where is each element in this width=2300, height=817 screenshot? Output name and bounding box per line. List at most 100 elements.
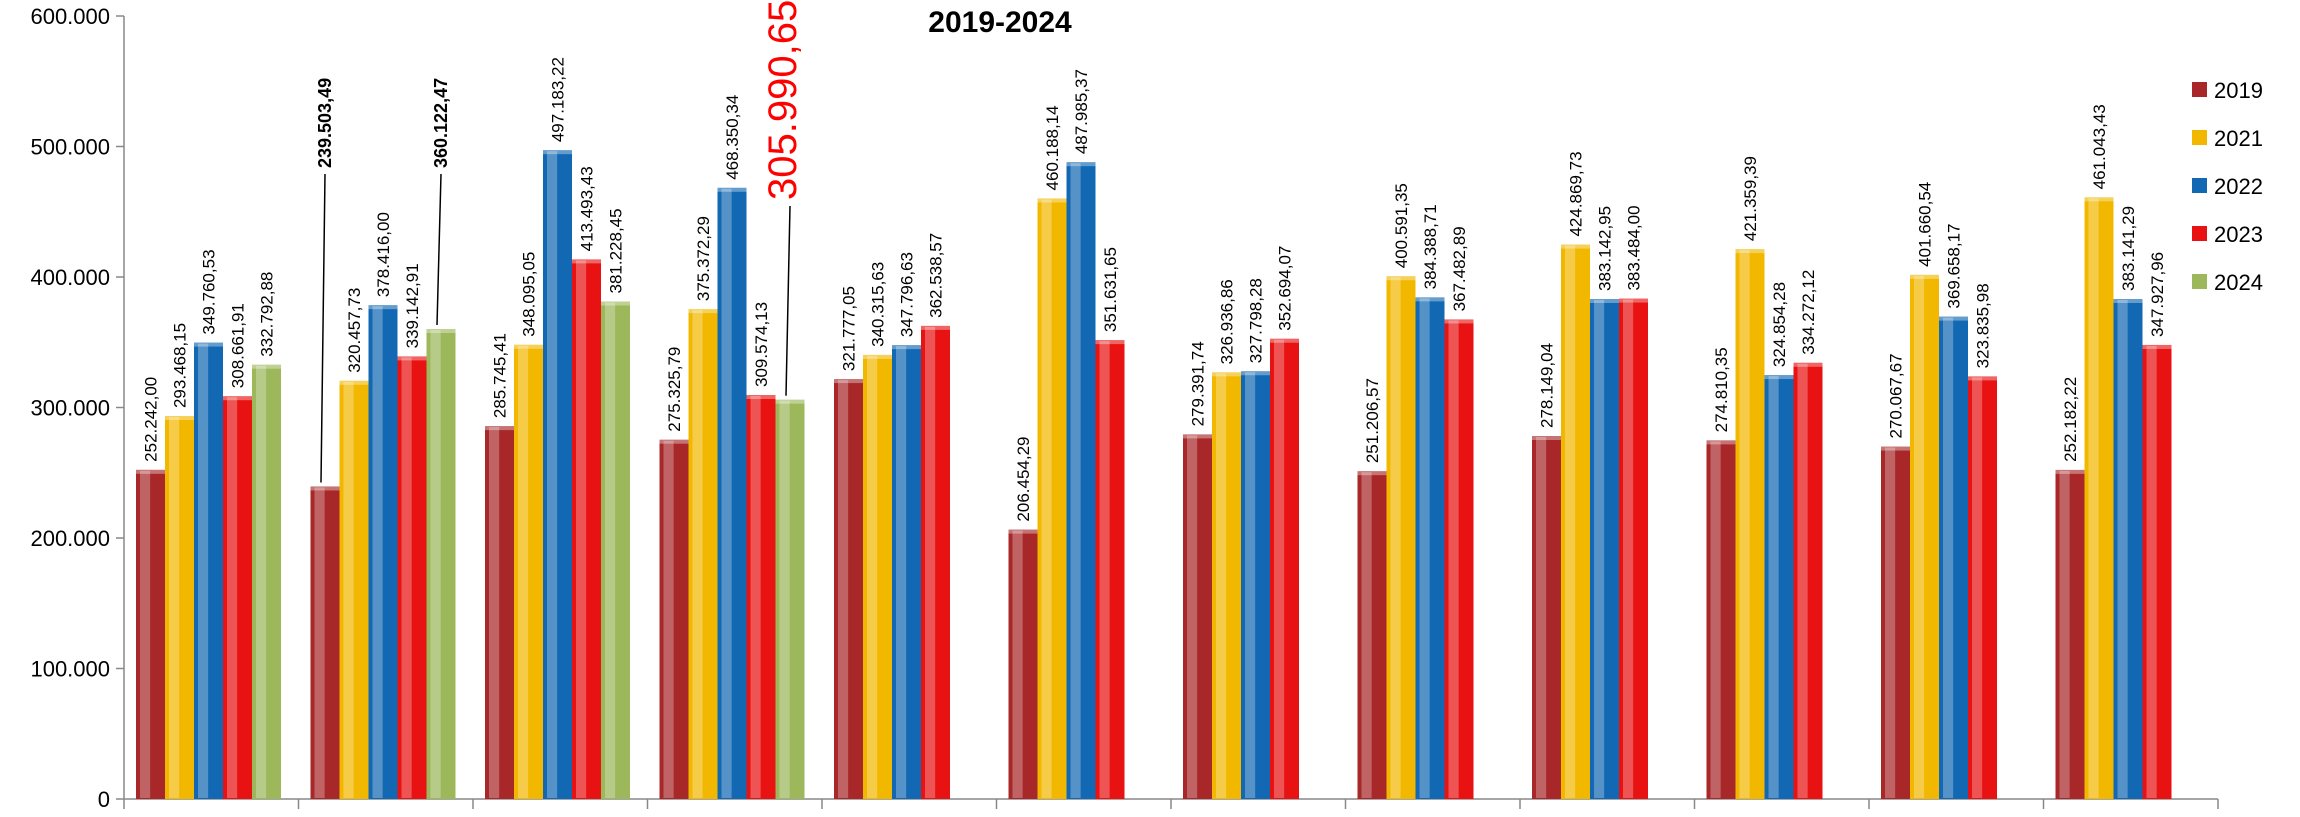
data-label-2023: 383.484,00 — [1625, 205, 1644, 290]
bar-2022 — [892, 345, 921, 799]
bar-highlight — [838, 380, 849, 798]
bar-top — [1706, 440, 1736, 445]
bar-top — [1008, 529, 1038, 534]
bar-highlight — [2059, 470, 2070, 798]
data-label-2021: 461.043,43 — [2090, 104, 2109, 189]
y-tick-label: 200.000 — [30, 526, 110, 551]
bar-2023 — [1270, 338, 1299, 799]
bar-highlight — [1070, 163, 1081, 799]
data-label-2024: 381.228,45 — [607, 208, 626, 293]
bar-highlight — [867, 355, 878, 798]
data-label-2023: 362.538,57 — [927, 233, 946, 318]
bar-highlight — [750, 396, 761, 798]
data-label-2023: 352.694,07 — [1276, 246, 1295, 331]
data-label-2021: 401.660,54 — [1916, 182, 1935, 267]
bar-top — [1037, 198, 1067, 203]
bar-2022 — [1066, 162, 1096, 800]
y-tick-label: 400.000 — [30, 265, 110, 290]
bar-top — [1212, 372, 1241, 377]
bar-highlight — [721, 188, 732, 799]
bar-highlight — [1972, 377, 1983, 798]
bar-top — [2084, 197, 2114, 202]
bar-top — [1095, 340, 1125, 345]
bar-2024 — [426, 329, 456, 799]
bar-top — [2142, 344, 2172, 349]
bar-highlight — [1419, 298, 1430, 798]
bar-top — [921, 325, 950, 330]
data-label-2022: 384.388,71 — [1421, 204, 1440, 289]
legend-label-2024: 2024 — [2214, 270, 2263, 295]
bar-top — [514, 344, 543, 349]
bar-highlight — [1594, 299, 1605, 798]
bar-2023 — [1793, 362, 1823, 799]
bar-highlight — [169, 417, 180, 798]
bar-2019 — [1008, 529, 1038, 799]
bar-highlight — [140, 470, 151, 798]
data-label-2019: 270.067,67 — [1887, 353, 1906, 438]
bar-top — [1444, 319, 1474, 324]
bar-highlight — [605, 302, 616, 798]
bar-highlight — [663, 440, 674, 798]
bar-2019 — [485, 426, 514, 799]
bar-top — [1939, 316, 1968, 321]
legend-swatch-2021 — [2192, 130, 2207, 145]
bar-2021 — [1561, 244, 1590, 800]
data-label-2023: 308.661,91 — [229, 303, 248, 388]
bar-top — [339, 380, 369, 385]
data-label-2022: 383.141,29 — [2119, 206, 2138, 291]
bar-highlight — [372, 306, 383, 798]
data-label-2019: 252.182,22 — [2061, 377, 2080, 462]
bar-highlight — [1536, 437, 1547, 798]
y-tick-label: 100.000 — [30, 657, 110, 682]
data-label-2022: 383.142,95 — [1596, 206, 1615, 291]
bar-highlight — [1710, 441, 1721, 798]
bar-2019 — [136, 469, 165, 799]
bar-highlight — [1885, 447, 1896, 798]
bar-top — [572, 259, 601, 264]
bar-highlight — [1943, 317, 1954, 798]
y-tick-label: 0 — [98, 787, 110, 812]
bar-top — [1793, 362, 1823, 367]
bar-highlight — [1099, 341, 1110, 798]
bar-highlight — [1914, 275, 1925, 798]
bar-2023 — [746, 395, 776, 799]
bar-2019 — [1183, 434, 1212, 799]
bar-2024 — [252, 364, 281, 799]
legend-swatch-2024 — [2192, 274, 2207, 289]
data-label-2022: 347.796,63 — [898, 252, 917, 337]
bar-2019 — [2055, 469, 2085, 799]
bar-2019 — [1532, 436, 1561, 799]
bar-2024 — [601, 301, 630, 799]
bar-2021 — [688, 309, 718, 799]
data-label-2019: 279.391,74 — [1189, 341, 1208, 426]
bar-2022 — [368, 305, 398, 799]
bar-2019 — [834, 379, 863, 799]
data-label-2023: 309.574,13 — [752, 302, 771, 387]
data-label-2021: 421.359,39 — [1741, 156, 1760, 241]
bar-2021 — [863, 354, 892, 799]
data-label-2022: 324.854,28 — [1770, 282, 1789, 367]
bar-top — [1590, 298, 1619, 303]
legend-label-2019: 2019 — [2214, 78, 2263, 103]
data-label-2023: 334.272,12 — [1799, 270, 1818, 355]
bar-2023 — [1968, 376, 1997, 799]
bar-top — [310, 486, 340, 491]
bars-layer — [136, 150, 2172, 800]
bar-top — [1415, 297, 1445, 302]
data-label-2019: 321.777,05 — [840, 286, 859, 371]
bar-2021 — [514, 344, 543, 799]
bar-top — [1619, 298, 1648, 303]
bar-highlight — [547, 151, 558, 798]
bar-top — [2055, 469, 2085, 474]
bar-highlight — [1216, 373, 1227, 798]
legend-label-2021: 2021 — [2214, 126, 2263, 151]
data-label-2021: 320.457,73 — [345, 288, 364, 373]
data-label-2019: 251.206,57 — [1363, 378, 1382, 463]
data-label-2019: 239.503,49 — [315, 78, 335, 168]
legend-swatch-2019 — [2192, 82, 2207, 97]
data-label-2021: 326.936,86 — [1218, 279, 1237, 364]
bar-top — [601, 301, 630, 306]
bar-top — [1881, 446, 1910, 451]
bar-top — [892, 345, 921, 350]
